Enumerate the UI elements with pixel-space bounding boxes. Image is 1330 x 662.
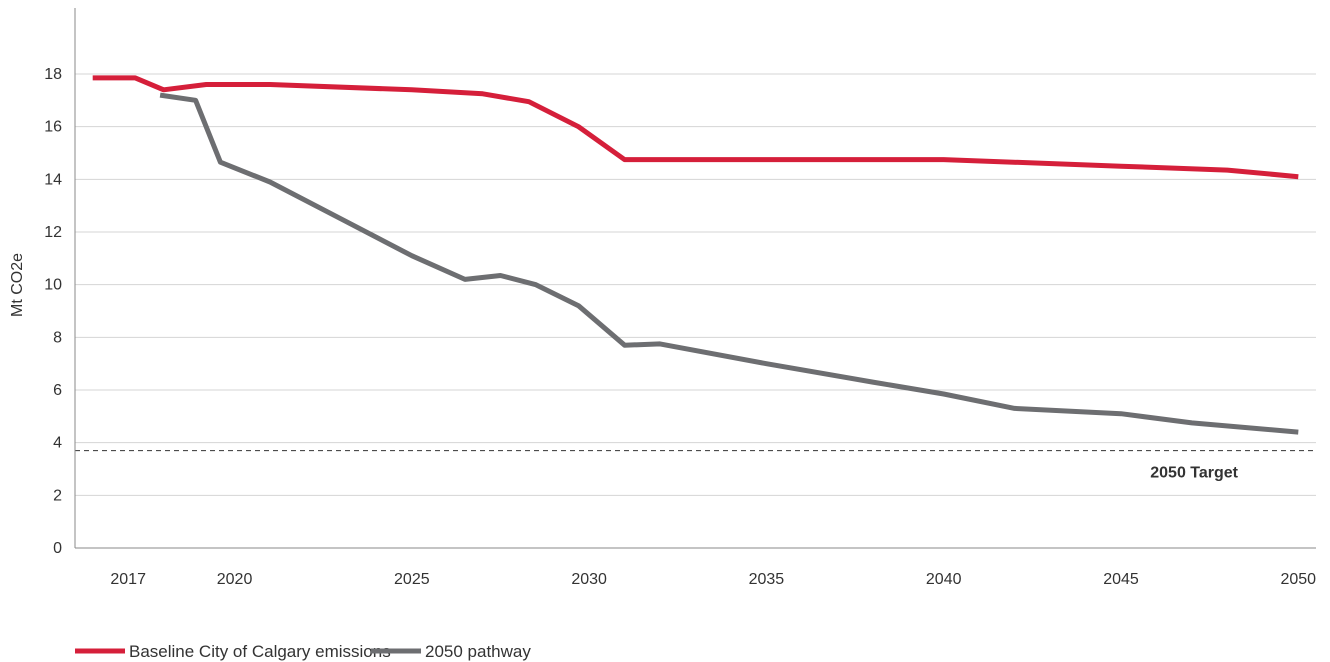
- x-tick-labels: 2017 2020 2025 2030 2035 2040 2045 2050: [110, 571, 1316, 588]
- y-tick-label-12: 12: [44, 224, 62, 241]
- series-lines: [92, 75, 1299, 435]
- gridlines: [75, 73, 1316, 496]
- x-tick-label-2025: 2025: [394, 571, 430, 588]
- axes: [74, 8, 1316, 549]
- y-tick-labels: 0 2 4 6 8 10 12 14 16 18: [44, 66, 62, 557]
- x-tick-label-2020: 2020: [217, 571, 253, 588]
- y-tick-label-14: 14: [44, 171, 62, 188]
- series-line-pathway: [159, 92, 1299, 435]
- x-tick-label-2035: 2035: [749, 571, 785, 588]
- x-tick-label-2040: 2040: [926, 571, 962, 588]
- y-tick-label-10: 10: [44, 277, 62, 294]
- y-tick-label-4: 4: [53, 435, 62, 452]
- target-reference-label: 2050 Target: [1150, 465, 1238, 482]
- x-tick-label-2017: 2017: [110, 571, 146, 588]
- y-tick-label-18: 18: [44, 66, 62, 83]
- legend-label-baseline: Baseline City of Calgary emissions: [129, 642, 391, 661]
- x-tick-label-2050: 2050: [1280, 571, 1316, 588]
- reference-lines: 2050 Target: [75, 450, 1316, 482]
- y-tick-label-0: 0: [53, 540, 62, 557]
- y-tick-label-2: 2: [53, 487, 62, 504]
- y-axis-title: Mt CO2e: [9, 253, 26, 317]
- series-line-baseline: [92, 75, 1299, 180]
- legend: Baseline City of Calgary emissions 2050 p…: [75, 642, 531, 661]
- y-tick-label-16: 16: [44, 119, 62, 136]
- y-tick-label-8: 8: [53, 329, 62, 346]
- legend-label-pathway: 2050 pathway: [425, 642, 531, 661]
- x-tick-label-2045: 2045: [1103, 571, 1139, 588]
- x-tick-label-2030: 2030: [571, 571, 607, 588]
- y-tick-label-6: 6: [53, 382, 62, 399]
